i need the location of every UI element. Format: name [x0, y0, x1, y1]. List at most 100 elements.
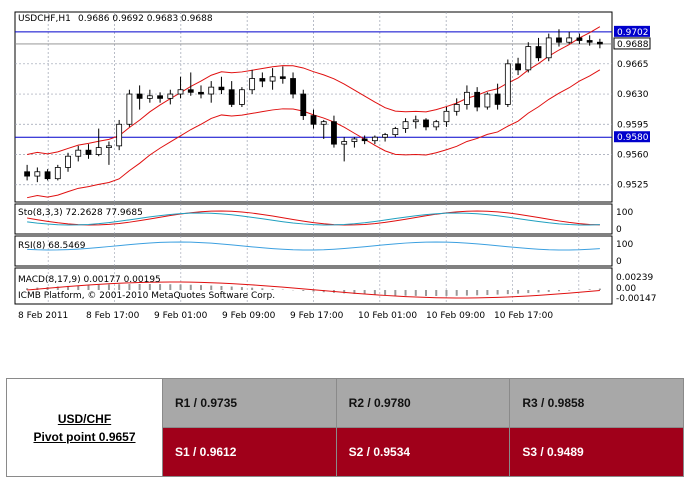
candle-body	[290, 78, 296, 95]
rsi-scale-bottom: 0	[616, 257, 622, 267]
macd-label: MACD(8,17,9) 0.00177 0.00195	[18, 275, 161, 285]
upper-band	[27, 26, 601, 155]
price-tick: 0.9595	[617, 120, 649, 130]
price-tick: 0.9525	[617, 181, 649, 191]
candle-body	[402, 121, 409, 129]
candle-body	[382, 134, 388, 138]
candle-body	[24, 171, 31, 177]
price-axis: 0.9702 0.9688 0.9665 0.9630 0.9595 0.9580 0.95…	[613, 25, 651, 191]
r3-cell: R3 / 0.9858	[509, 378, 684, 428]
chart-canvas: 0.9702 0.9688 0.9665 0.9630 0.9595 0.9580 0.95…	[14, 11, 656, 321]
rsi-scale-top: 100	[616, 240, 633, 250]
candle-body	[566, 37, 573, 43]
pair-name: USD/CHF	[57, 411, 112, 426]
time-tick: 10 Feb 01:00	[358, 311, 417, 321]
stochastic-signal	[27, 212, 600, 226]
candle-body	[504, 63, 511, 105]
candle-body	[269, 76, 276, 82]
ohlc-header: 0.9686 0.9692 0.9683 0.9688	[78, 14, 213, 24]
candle-body	[361, 138, 368, 142]
candle-body	[34, 171, 41, 177]
s2-cell: S2 / 0.9534	[335, 427, 511, 477]
time-tick: 8 Feb 17:00	[86, 311, 140, 321]
candle-body	[545, 37, 552, 59]
macd-scale-mid: 0.00	[616, 284, 636, 294]
candle-body	[44, 171, 51, 180]
price-tick: 0.9702	[617, 28, 649, 38]
pivot-table: USD/CHF Pivot point 0.9657 R1 / 0.9735 R…	[6, 378, 684, 477]
price-tick: 0.9580	[617, 133, 649, 143]
candles	[24, 29, 603, 183]
rsi-line	[27, 241, 600, 251]
macd-scale-top: 0.00239	[616, 273, 653, 283]
candle-body	[535, 46, 542, 59]
candle-body	[95, 147, 102, 155]
price-tick: 0.9630	[617, 90, 649, 100]
candle-body	[249, 78, 256, 91]
stochastic-label: Sto(8,3,3) 72.2628 77.9685	[18, 208, 143, 218]
time-axis: 8 Feb 2011 8 Feb 17:00 9 Feb 01:00 9 Feb 09…	[18, 311, 553, 321]
candle-body	[525, 46, 532, 71]
candle-body	[208, 86, 215, 95]
price-tick: 0.9688	[617, 40, 649, 50]
time-tick: 9 Feb 09:00	[222, 311, 276, 321]
candle-body	[474, 91, 481, 108]
pair-cell: USD/CHF Pivot point 0.9657	[6, 378, 163, 477]
candle-body	[75, 149, 82, 157]
candle-body	[157, 95, 163, 99]
macd-signal	[27, 281, 600, 299]
candle-body	[239, 89, 245, 105]
candle-body	[596, 41, 603, 45]
candle-body	[146, 95, 153, 99]
candle-body	[300, 93, 307, 117]
candle-body	[586, 40, 593, 43]
candle-body	[167, 93, 174, 99]
candle-body	[218, 86, 225, 91]
s3-cell: S3 / 0.9489	[509, 427, 684, 477]
candle-body	[423, 119, 429, 128]
candle-body	[126, 93, 133, 125]
indicator-series	[26, 210, 601, 299]
time-tick: 10 Feb 17:00	[494, 311, 553, 321]
candle-body	[85, 149, 92, 155]
candle-body	[259, 78, 266, 82]
candle-body	[331, 121, 337, 145]
candle-body	[484, 93, 491, 108]
candle-body	[136, 93, 143, 99]
sto-scale-bottom: 0	[616, 225, 622, 235]
stochastic-main	[27, 210, 600, 226]
level-tag	[614, 25, 650, 37]
candle-body	[443, 110, 450, 123]
candle-body	[341, 141, 348, 145]
r2-cell: R2 / 0.9780	[335, 378, 511, 428]
price-tick: 0.9665	[617, 60, 649, 70]
candle-body	[453, 104, 460, 112]
candle-body	[116, 123, 123, 147]
candle-body	[433, 121, 440, 128]
candle-body	[464, 91, 470, 105]
pivot-point: Pivot point 0.9657	[33, 429, 136, 444]
macd-scale-bottom: -0.00147	[616, 294, 656, 304]
candle-body	[351, 138, 358, 142]
sto-scale-top: 100	[616, 208, 633, 218]
candle-body	[187, 89, 194, 93]
level-tag	[614, 131, 650, 143]
time-tick: 10 Feb 09:00	[426, 311, 485, 321]
sub-grid	[47, 204, 580, 304]
candle-body	[177, 89, 184, 95]
price-chart: 0.9702 0.9688 0.9665 0.9630 0.9595 0.9580 0.95…	[14, 11, 656, 321]
candle-body	[371, 136, 378, 142]
candle-body	[228, 89, 235, 105]
candle-body	[515, 63, 521, 71]
candle-body	[494, 93, 501, 105]
candle-body	[279, 76, 286, 79]
candle-body	[392, 128, 399, 136]
candle-body	[54, 167, 61, 180]
time-tick: 9 Feb 17:00	[290, 311, 344, 321]
time-tick: 8 Feb 2011	[18, 311, 68, 321]
candle-body	[412, 119, 419, 123]
chart-title: USDCHF,H1	[18, 14, 71, 24]
rsi-label: RSI(8) 68.5469	[18, 241, 86, 251]
watermark: ICMB Platform, © 2001-2010 MetaQuotes So…	[18, 291, 275, 301]
time-tick: 9 Feb 01:00	[154, 311, 208, 321]
